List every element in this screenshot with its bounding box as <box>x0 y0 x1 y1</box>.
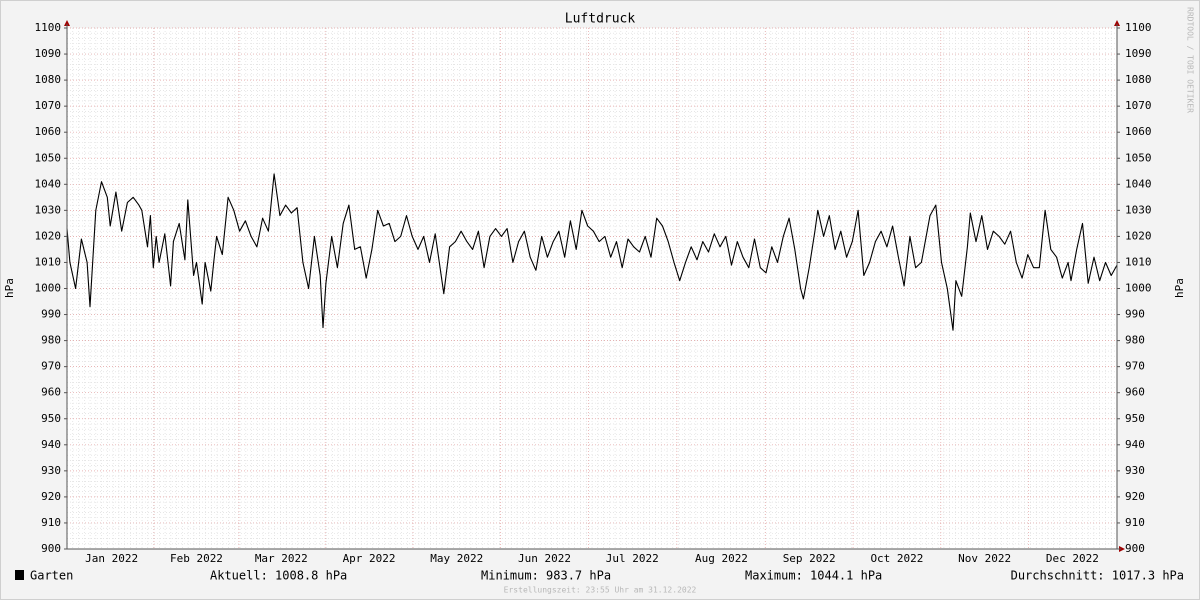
y2-tick-label: 900 <box>1125 542 1145 555</box>
y2-tick-label: 960 <box>1125 386 1145 399</box>
legend-swatch <box>15 570 24 580</box>
y2-tick-label: 1100 <box>1125 21 1152 34</box>
y-tick-label: 1080 <box>35 73 62 86</box>
watermark: RRDTOOL / TOBI OETIKER <box>1186 7 1195 113</box>
axis-arrow <box>1114 20 1120 26</box>
y-tick-label: 1050 <box>35 151 62 164</box>
y2-tick-label: 920 <box>1125 490 1145 503</box>
y-tick-label: 990 <box>41 308 61 321</box>
y2-tick-label: 980 <box>1125 334 1145 347</box>
y2-tick-label: 1030 <box>1125 203 1152 216</box>
y-tick-label: 910 <box>41 516 61 529</box>
y2-axis-label: hPa <box>1173 278 1186 298</box>
x-tick-label: Dec 2022 <box>1046 552 1099 565</box>
y-tick-label: 1040 <box>35 177 62 190</box>
x-tick-label: Nov 2022 <box>958 552 1011 565</box>
y2-tick-label: 990 <box>1125 308 1145 321</box>
y-tick-label: 960 <box>41 386 61 399</box>
y-tick-label: 950 <box>41 412 61 425</box>
x-tick-label: May 2022 <box>430 552 483 565</box>
footer: Erstellungszeit: 23:55 Uhr am 31.12.2022 <box>504 586 697 595</box>
legend-stat: Minimum: 983.7 hPa <box>481 569 611 583</box>
x-tick-label: Apr 2022 <box>343 552 396 565</box>
y-tick-label: 1020 <box>35 229 62 242</box>
y2-tick-label: 970 <box>1125 360 1145 373</box>
y-axis-label: hPa <box>3 278 16 298</box>
data-line <box>66 173 1118 331</box>
y2-tick-label: 1070 <box>1125 99 1152 112</box>
y-tick-label: 1010 <box>35 255 62 268</box>
grid <box>66 27 1118 550</box>
x-tick-label: Jun 2022 <box>518 552 571 565</box>
x-tick-label: Mar 2022 <box>255 552 308 565</box>
y2-tick-label: 1060 <box>1125 125 1152 138</box>
y-tick-label: 920 <box>41 490 61 503</box>
marks <box>66 173 1118 331</box>
y2-tick-label: 950 <box>1125 412 1145 425</box>
axis-arrow <box>1119 546 1125 552</box>
y2-tick-label: 910 <box>1125 516 1145 529</box>
y-tick-label: 1060 <box>35 125 62 138</box>
y2-tick-label: 1080 <box>1125 73 1152 86</box>
y-tick-label: 930 <box>41 464 61 477</box>
x-tick-label: Sep 2022 <box>783 552 836 565</box>
legend-stat: Maximum: 1044.1 hPa <box>745 569 882 583</box>
y-tick-label: 900 <box>41 542 61 555</box>
y-tick-label: 1000 <box>35 282 62 295</box>
chart-title: Luftdruck <box>565 12 636 27</box>
y-tick-label: 980 <box>41 334 61 347</box>
legend-label: Garten <box>30 569 73 583</box>
y2-tick-label: 1020 <box>1125 229 1152 242</box>
y-tick-label: 970 <box>41 360 61 373</box>
y2-tick-label: 1000 <box>1125 282 1152 295</box>
y2-tick-label: 1090 <box>1125 47 1152 60</box>
x-tick-label: Jul 2022 <box>606 552 659 565</box>
axis-arrow <box>64 20 70 26</box>
y-tick-label: 1090 <box>35 47 62 60</box>
y-tick-label: 1070 <box>35 99 62 112</box>
y2-tick-label: 1040 <box>1125 177 1152 190</box>
y-tick-label: 1030 <box>35 203 62 216</box>
y2-tick-label: 940 <box>1125 438 1145 451</box>
legend-stat: Durchschnitt: 1017.3 hPa <box>1011 569 1184 583</box>
y-tick-label: 1100 <box>35 21 62 34</box>
x-tick-label: Jan 2022 <box>85 552 138 565</box>
x-tick-label: Oct 2022 <box>870 552 923 565</box>
legend-stat: Aktuell: 1008.8 hPa <box>210 569 347 583</box>
y2-tick-label: 1010 <box>1125 255 1152 268</box>
y2-tick-label: 930 <box>1125 464 1145 477</box>
x-tick-label: Feb 2022 <box>170 552 223 565</box>
x-tick-label: Aug 2022 <box>695 552 748 565</box>
y2-tick-label: 1050 <box>1125 151 1152 164</box>
y-tick-label: 940 <box>41 438 61 451</box>
